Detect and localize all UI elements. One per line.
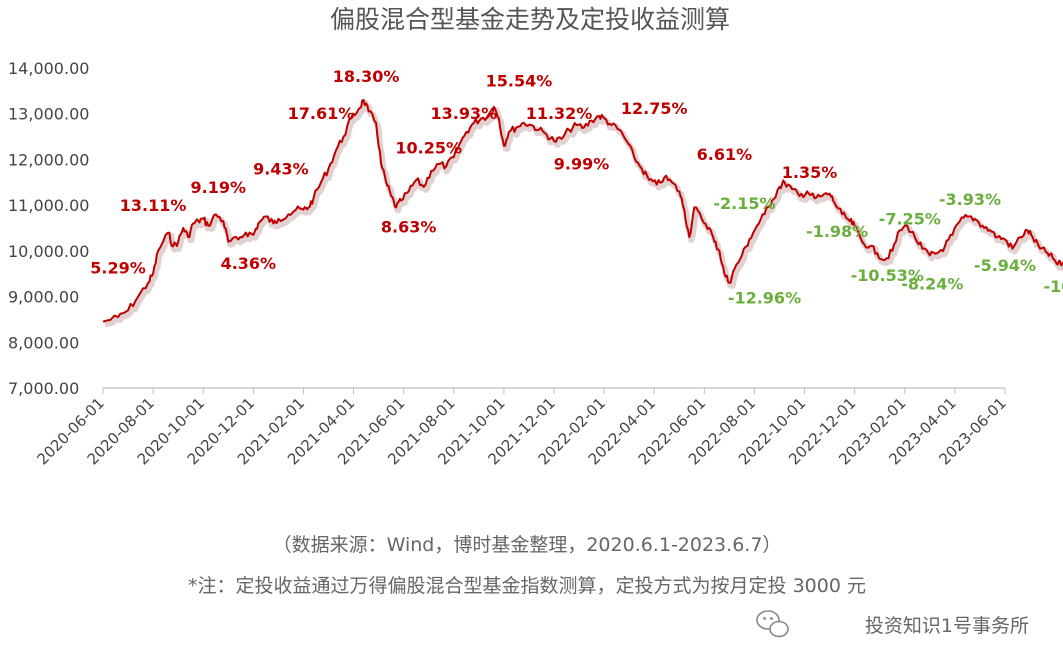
series-line-shadow bbox=[104, 100, 1063, 328]
footer-source: （数据来源：Wind，博时基金整理，2020.6.1-2023.6.7） bbox=[273, 534, 782, 556]
return-label: -1.98% bbox=[806, 222, 868, 241]
return-label: -3.93% bbox=[939, 190, 1001, 209]
return-label: 4.36% bbox=[221, 254, 277, 273]
return-label: 11.32% bbox=[526, 104, 593, 123]
return-label: 9.19% bbox=[190, 178, 246, 197]
return-label: 9.99% bbox=[554, 154, 610, 173]
return-label: -10.53% bbox=[851, 266, 924, 285]
y-tick-label: 7,000.00 bbox=[8, 379, 79, 398]
chart-title: 偏股混合型基金走势及定投收益测算 bbox=[330, 5, 730, 34]
footer-note: *注：定投收益通过万得偏股混合型基金指数测算，定投方式为按月定投 3000 元 bbox=[188, 575, 866, 597]
watermark-text: 投资知识1号事务所 bbox=[865, 615, 1029, 637]
return-label: -10.04% bbox=[1044, 277, 1063, 296]
series-line bbox=[102, 99, 1063, 323]
return-label: 5.29% bbox=[90, 258, 146, 277]
return-label: -7.25% bbox=[879, 209, 941, 228]
return-label: 13.93% bbox=[430, 104, 497, 123]
y-tick-label: 9,000.00 bbox=[8, 288, 79, 307]
return-label: 18.30% bbox=[333, 67, 400, 86]
return-label: 15.54% bbox=[486, 72, 553, 91]
y-tick-label: 8,000.00 bbox=[8, 333, 79, 352]
return-label: -12.96% bbox=[728, 288, 801, 307]
y-tick-label: 12,000.00 bbox=[8, 150, 89, 169]
return-label: 6.61% bbox=[697, 145, 753, 164]
y-tick-label: 11,000.00 bbox=[8, 196, 89, 215]
annotation-layer: 5.29% 13.11%9.19% 4.36% 9.43% 17.61% 18.30% 8.… bbox=[90, 67, 1063, 307]
series-layer bbox=[102, 99, 1063, 328]
y-tick-label: 14,000.00 bbox=[8, 59, 89, 78]
return-label: -2.15% bbox=[713, 194, 775, 213]
return-label: -8.24% bbox=[901, 275, 963, 294]
return-label: 8.63% bbox=[381, 218, 437, 237]
return-label: 10.25% bbox=[395, 138, 462, 157]
return-label: 1.35% bbox=[782, 163, 838, 182]
y-tick-label: 13,000.00 bbox=[8, 105, 89, 124]
y-axis: 7,000.00 8,000.00 9,000.00 10,000.00 11,000.… bbox=[8, 59, 89, 398]
return-label: 13.11% bbox=[120, 196, 187, 215]
return-label: 9.43% bbox=[253, 160, 309, 179]
return-label: -5.94% bbox=[974, 256, 1036, 275]
return-label: 17.61% bbox=[288, 104, 355, 123]
wechat-icon bbox=[756, 610, 789, 638]
y-tick-label: 10,000.00 bbox=[8, 242, 89, 261]
x-axis: 2020-06-012020-08-012020-10-012020-12-01… bbox=[33, 387, 1010, 468]
return-label: 12.75% bbox=[621, 99, 688, 118]
